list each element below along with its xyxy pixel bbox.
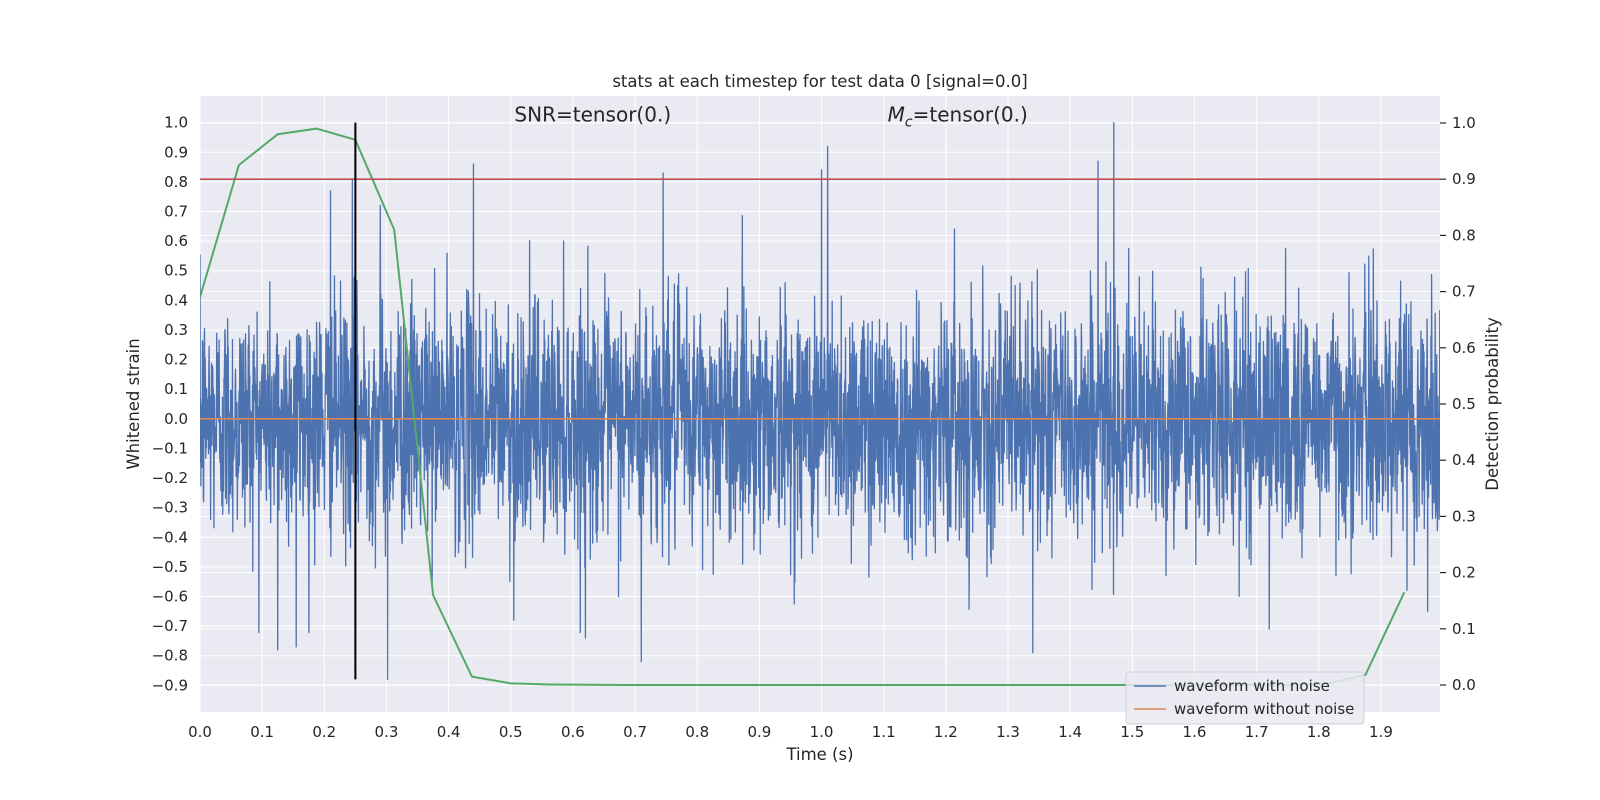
y2-tick-label: 0.7 xyxy=(1452,283,1476,301)
y-tick-label: −0.8 xyxy=(152,647,188,665)
x-tick-label: 0.0 xyxy=(188,723,212,741)
y-axis-label: Whitened strain xyxy=(124,338,143,469)
y2-tick-label: 0.9 xyxy=(1452,170,1476,188)
y2-axis: 0.0 0.1 0.2 0.3 0.4 0.5 0.6 0.7 0.8 0.9 1.0 xyxy=(1440,114,1476,694)
x-axis-label: Time (s) xyxy=(785,745,853,764)
y-tick-label: 0.8 xyxy=(164,173,188,191)
series-waveform-with-noise xyxy=(200,122,1440,681)
chart-title: stats at each timestep for test data 0 [… xyxy=(612,72,1027,91)
y-tick-label: 0.0 xyxy=(164,410,188,428)
x-tick-label: 1.2 xyxy=(934,723,958,741)
chirp-mass-annotation: Mc=tensor(0.) xyxy=(888,103,1028,131)
y2-tick-label: 0.4 xyxy=(1452,451,1476,469)
snr-annotation: SNR=tensor(0.) xyxy=(514,103,671,127)
x-tick-label: 0.4 xyxy=(437,723,461,741)
y-tick-label: −0.5 xyxy=(152,558,188,576)
y2-tick-label: 0.3 xyxy=(1452,507,1476,525)
x-tick-label: 1.5 xyxy=(1120,723,1144,741)
x-tick-label: 1.8 xyxy=(1307,723,1331,741)
x-tick-label: 1.4 xyxy=(1058,723,1082,741)
x-axis: 0.0 0.1 0.2 0.3 0.4 0.5 0.6 0.7 0.8 0.9 1.0 1.1 1.2 1… xyxy=(188,723,1393,741)
y-axis: −0.9 −0.8 −0.7 −0.6 −0.5 −0.4 −0.3 −0.2 −0.1 0.0 0… xyxy=(152,114,188,695)
y-tick-label: −0.2 xyxy=(152,469,188,487)
y-tick-label: −0.3 xyxy=(152,499,188,517)
x-tick-label: 0.6 xyxy=(561,723,585,741)
x-tick-label: 1.3 xyxy=(996,723,1020,741)
y-tick-label: −0.4 xyxy=(152,528,188,546)
y-tick-label: −0.6 xyxy=(152,588,188,606)
legend: waveform with noise waveform without noi… xyxy=(1125,671,1365,725)
legend-box xyxy=(1125,671,1365,725)
y-tick-label: 1.0 xyxy=(164,114,188,132)
legend-label-noisy: waveform with noise xyxy=(1174,677,1330,695)
y-tick-label: −0.9 xyxy=(152,676,188,694)
x-tick-label: 0.8 xyxy=(685,723,709,741)
y-tick-label: 0.7 xyxy=(164,203,188,221)
y-tick-label: −0.1 xyxy=(152,439,188,457)
y-tick-label: 0.9 xyxy=(164,143,188,161)
chirp-mass-value: =tensor(0.) xyxy=(913,103,1028,127)
x-tick-label: 0.3 xyxy=(375,723,399,741)
y2-tick-label: 0.5 xyxy=(1452,395,1476,413)
x-tick-label: 0.7 xyxy=(623,723,647,741)
y-tick-label: 0.5 xyxy=(164,262,188,280)
chirp-mass-subscript: c xyxy=(905,115,913,131)
x-tick-label: 0.2 xyxy=(312,723,336,741)
y-tick-label: 0.2 xyxy=(164,351,188,369)
x-tick-label: 1.9 xyxy=(1369,723,1393,741)
x-tick-label: 1.6 xyxy=(1183,723,1207,741)
x-tick-label: 0.9 xyxy=(747,723,771,741)
y2-axis-label: Detection probability xyxy=(1483,317,1502,491)
x-tick-label: 1.1 xyxy=(872,723,896,741)
legend-label-clean: waveform without noise xyxy=(1174,700,1354,718)
y-tick-label: 0.1 xyxy=(164,380,188,398)
y2-tick-label: 1.0 xyxy=(1452,114,1476,132)
x-tick-label: 0.5 xyxy=(499,723,523,741)
x-tick-label: 0.1 xyxy=(250,723,274,741)
y2-tick-label: 0.6 xyxy=(1452,339,1476,357)
y-tick-label: 0.4 xyxy=(164,291,188,309)
y-tick-label: 0.3 xyxy=(164,321,188,339)
chirp-mass-symbol: M xyxy=(888,103,905,127)
y-tick-label: −0.7 xyxy=(152,617,188,635)
y2-tick-label: 0.1 xyxy=(1452,620,1476,638)
y2-tick-label: 0.2 xyxy=(1452,564,1476,582)
x-tick-label: 1.0 xyxy=(810,723,834,741)
y2-tick-label: 0.8 xyxy=(1452,226,1476,244)
y-tick-label: 0.6 xyxy=(164,232,188,250)
y2-tick-label: 0.0 xyxy=(1452,676,1476,694)
x-tick-label: 1.7 xyxy=(1245,723,1269,741)
